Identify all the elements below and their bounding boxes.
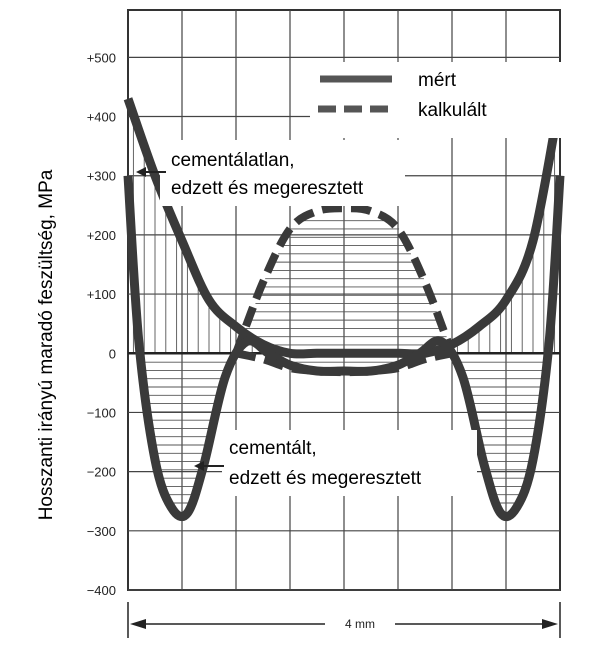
y-tick-label: −100 xyxy=(87,405,116,420)
annotation-uncarburized-line1: cementálatlan, xyxy=(171,150,295,171)
measured-curve-2 xyxy=(123,175,565,522)
calculated-curve-3 xyxy=(235,349,453,377)
y-tick-label: 0 xyxy=(109,346,116,361)
y-tick-label: +300 xyxy=(87,169,116,184)
annotation-carburized: cementált, edzett és megeresztett xyxy=(194,430,477,496)
annotation-uncarburized-arrowhead xyxy=(136,167,146,177)
stress-hatching xyxy=(132,114,556,504)
measured-curve-0 xyxy=(123,97,565,359)
stress-curves xyxy=(123,97,565,522)
width-dimension: 4 mm xyxy=(127,602,561,638)
annotation-uncarburized: cementálatlan, edzett és megeresztett xyxy=(136,140,405,206)
legend-label-measured: mért xyxy=(418,70,457,91)
y-tick-label: −300 xyxy=(87,524,116,539)
annotation-uncarburized-line2: edzett és megeresztett xyxy=(171,178,364,199)
y-tick-label: +100 xyxy=(87,287,116,302)
annotation-carburized-line1: cementált, xyxy=(229,438,317,459)
y-tick-label: +500 xyxy=(87,50,116,65)
dimension-label: 4 mm xyxy=(345,617,375,631)
annotation-carburized-line2: edzett és megeresztett xyxy=(229,468,422,489)
dimension-right-arrowhead xyxy=(542,619,558,629)
legend-background xyxy=(310,62,600,138)
legend-label-calculated: kalkulált xyxy=(418,100,487,121)
y-tick-label: −200 xyxy=(87,465,116,480)
y-axis-ticks: +500 +400 +300 +200 +100 0 −100 −200 −300 −400 xyxy=(87,50,116,598)
y-tick-label: +200 xyxy=(87,228,116,243)
calculated-curve-1 xyxy=(232,204,456,355)
y-tick-label: −400 xyxy=(87,583,116,598)
dimension-left-arrowhead xyxy=(130,619,146,629)
legend: mért kalkulált xyxy=(310,62,600,138)
y-tick-label: +400 xyxy=(87,110,116,125)
annotation-uncarburized-background xyxy=(160,140,405,206)
annotation-carburized-arrowhead xyxy=(194,461,204,471)
y-axis-label: Hosszanti irányú maradó feszültség, MPa xyxy=(36,169,57,520)
annotation-carburized-background xyxy=(222,430,477,496)
